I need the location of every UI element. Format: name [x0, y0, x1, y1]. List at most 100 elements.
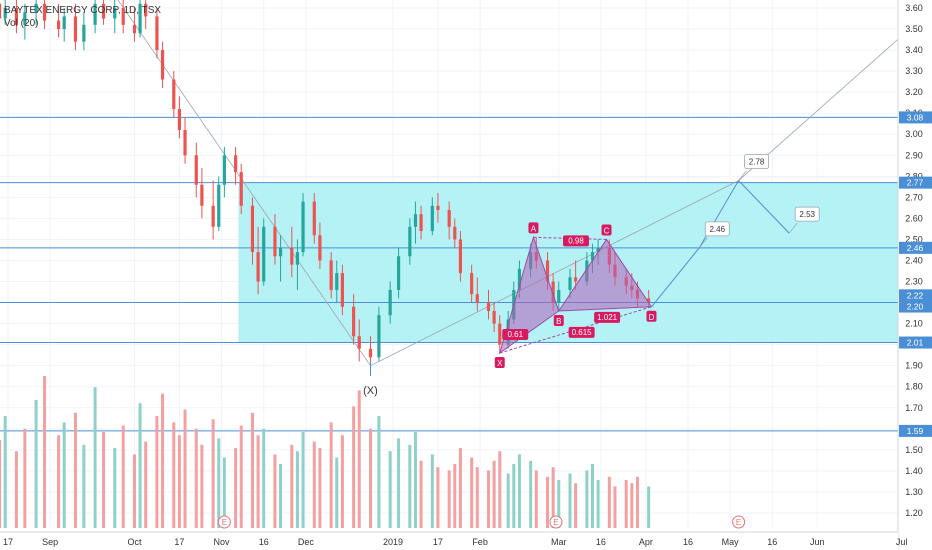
candle-body: [3, 8, 7, 19]
volume-bar: [517, 454, 521, 528]
candle-body: [312, 201, 316, 236]
volume-bar: [585, 470, 589, 528]
volume-bar: [102, 432, 106, 528]
volume-bar: [34, 400, 38, 528]
price-tick-label: 2.90: [905, 150, 923, 160]
time-tick-label: Sep: [42, 537, 58, 547]
candle-body: [42, 3, 47, 21]
earnings-marker-label: E: [736, 518, 741, 527]
earnings-marker-label: E: [553, 518, 558, 527]
time-axis[interactable]: 17 Sep Oct 17 Nov 16 Dec 2019 17 Feb Mar 16 Apr 16 May…: [0, 531, 932, 550]
candle-body: [517, 268, 522, 290]
ratio-badge: [563, 235, 589, 247]
ratio-label: 0.61: [507, 330, 523, 339]
projection-callout: [744, 154, 769, 169]
projection-value: 2.78: [749, 158, 765, 167]
price-tag: [899, 241, 932, 254]
candle-body: [551, 281, 555, 303]
projection-callout: [794, 206, 820, 222]
earnings-icon: [732, 515, 746, 529]
time-tick-label: May: [722, 537, 740, 547]
volume-bar: [239, 425, 243, 528]
candle-body: [101, 3, 106, 19]
volume-bar: [273, 454, 277, 528]
volume-bar: [113, 448, 117, 528]
time-tick-label: Feb: [472, 537, 488, 547]
candle-body: [73, 16, 78, 42]
volume-bar: [534, 470, 538, 528]
time-tick-label: Jul: [896, 537, 908, 547]
candle-body: [498, 323, 502, 345]
candle-body: [217, 184, 221, 227]
projection-callout-line: [788, 222, 798, 234]
price-tick-label: 1.90: [905, 361, 923, 371]
volume-bar: [0, 440, 2, 528]
volume-bar: [200, 444, 204, 528]
candle-body: [222, 155, 226, 185]
time-tick-label: 16: [767, 537, 777, 547]
candle-body: [82, 24, 86, 42]
volume-bar: [453, 464, 457, 528]
price-tick-label: 3.40: [905, 45, 923, 55]
ratio-badge: [568, 326, 595, 338]
volume-bar: [506, 473, 510, 528]
pattern-point-label: A: [531, 224, 537, 233]
volume-bar: [234, 448, 238, 528]
volume-bar: [487, 470, 491, 528]
volume-bar: [635, 476, 639, 528]
price-tag-value: 2.22: [907, 290, 924, 300]
ratio-badge: [502, 329, 529, 341]
candle-body: [447, 209, 451, 227]
volume-bar: [256, 435, 260, 528]
price-tick-label: 2.10: [905, 319, 923, 329]
candle-body: [113, 8, 117, 19]
time-tick-label: Mar: [551, 537, 567, 547]
candle-body: [419, 214, 423, 232]
volume-bar: [557, 480, 561, 528]
pattern-point-label: B: [556, 317, 561, 326]
candle-body: [413, 214, 418, 227]
price-axis[interactable]: 3.603.503.403.303.203.103.002.902.802.70…: [897, 0, 932, 550]
chart-legend: BAYTEX ENERGY CORP, 1D, TSX Vol (20): [4, 4, 161, 30]
price-tag: [899, 289, 932, 302]
candle-body: [396, 256, 401, 290]
volume-bar: [512, 464, 516, 528]
price-tick-label: 1.20: [905, 508, 923, 518]
candle-body: [590, 252, 595, 261]
price-tick-label: 2.80: [905, 171, 923, 181]
price-tick-label: 1.80: [905, 382, 923, 392]
pattern-point-label: C: [604, 226, 610, 235]
pivot-label: (X): [363, 385, 378, 397]
price-tag: [899, 424, 932, 437]
price-tick-label: 1.50: [905, 445, 923, 455]
price-tag: [899, 176, 932, 189]
price-tag: [899, 111, 932, 124]
horizontal-lines: [0, 116, 898, 432]
time-tick-label: 17: [174, 537, 184, 547]
symbol-title[interactable]: BAYTEX ENERGY CORP, 1D, TSX: [4, 5, 162, 16]
volume-bar: [121, 425, 125, 528]
harmonic-pattern: X A B C D 0.61 0.615 0.98 1.021 (X): [363, 222, 657, 397]
ratio-label: 0.615: [572, 328, 593, 337]
projection-value: 2.53: [799, 210, 815, 219]
price-tag-value: 1.59: [907, 426, 924, 436]
candle-body: [301, 201, 305, 253]
candle-body: [234, 155, 238, 173]
pattern-point-label: D: [649, 313, 655, 322]
candlesticks: [0, 0, 651, 370]
price-tag: [899, 300, 932, 313]
volume-bar: [3, 416, 7, 528]
volume-bar: [413, 432, 417, 528]
volume-bar: [408, 444, 412, 528]
time-tick-label: Oct: [127, 537, 142, 547]
volume-bar: [624, 480, 628, 528]
volume-bar: [498, 451, 502, 528]
volume-bar: [590, 464, 594, 528]
volume-indicator-label[interactable]: Vol (20): [4, 18, 39, 29]
ratio-label: 1.021: [597, 313, 618, 322]
price-tick-label: 2.50: [905, 234, 923, 244]
time-axis-bg: [0, 532, 898, 550]
volume-bar: [357, 390, 361, 528]
